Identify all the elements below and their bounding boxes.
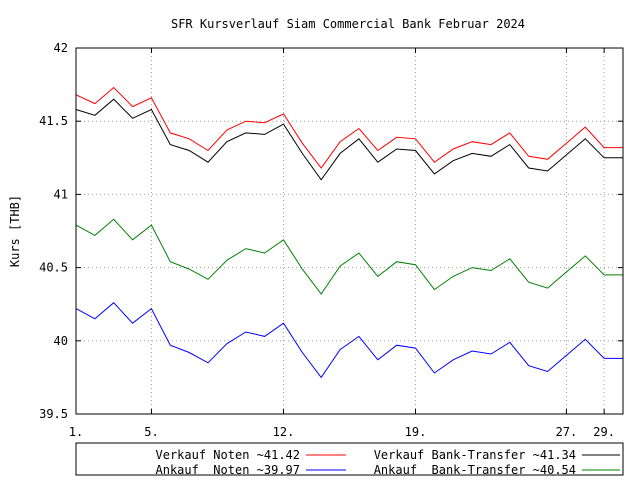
y-axis-label: Kurs [THB] bbox=[8, 195, 22, 267]
y-tick-label: 40.5 bbox=[39, 261, 68, 275]
x-tick-label: 19. bbox=[405, 425, 427, 439]
legend-label: Verkauf Bank-Transfer ~41.34 bbox=[374, 448, 576, 462]
chart-title: SFR Kursverlauf Siam Commercial Bank Feb… bbox=[171, 17, 525, 31]
series-line-2 bbox=[75, 302, 623, 379]
y-tick-label: 40 bbox=[54, 334, 68, 348]
series-line-0 bbox=[75, 86, 623, 169]
y-tick-label: 42 bbox=[54, 41, 68, 55]
x-tick-label: 27. bbox=[556, 425, 578, 439]
series-lines bbox=[75, 86, 623, 379]
x-tick-label: 5. bbox=[144, 425, 158, 439]
x-tick-label: 29. bbox=[593, 425, 615, 439]
y-tick-label: 41.5 bbox=[39, 114, 68, 128]
y-tick-label: 41 bbox=[54, 187, 68, 201]
x-tick-label: 1. bbox=[69, 425, 83, 439]
legend-box bbox=[75, 442, 624, 476]
y-tick-label: 39.5 bbox=[39, 407, 68, 421]
plot-frame bbox=[75, 47, 624, 415]
legend-label: Ankauf Noten ~39.97 bbox=[156, 463, 301, 477]
series-line-3 bbox=[75, 218, 623, 295]
grid-lines bbox=[76, 48, 623, 414]
legend-label: Ankauf Bank-Transfer ~40.54 bbox=[374, 463, 576, 477]
series-line-1 bbox=[75, 98, 623, 181]
x-tick-label: 12. bbox=[273, 425, 295, 439]
legend: Verkauf Noten ~41.42 Verkauf Bank-Transfe… bbox=[75, 442, 624, 477]
legend-label: Verkauf Noten ~41.42 bbox=[156, 448, 301, 462]
